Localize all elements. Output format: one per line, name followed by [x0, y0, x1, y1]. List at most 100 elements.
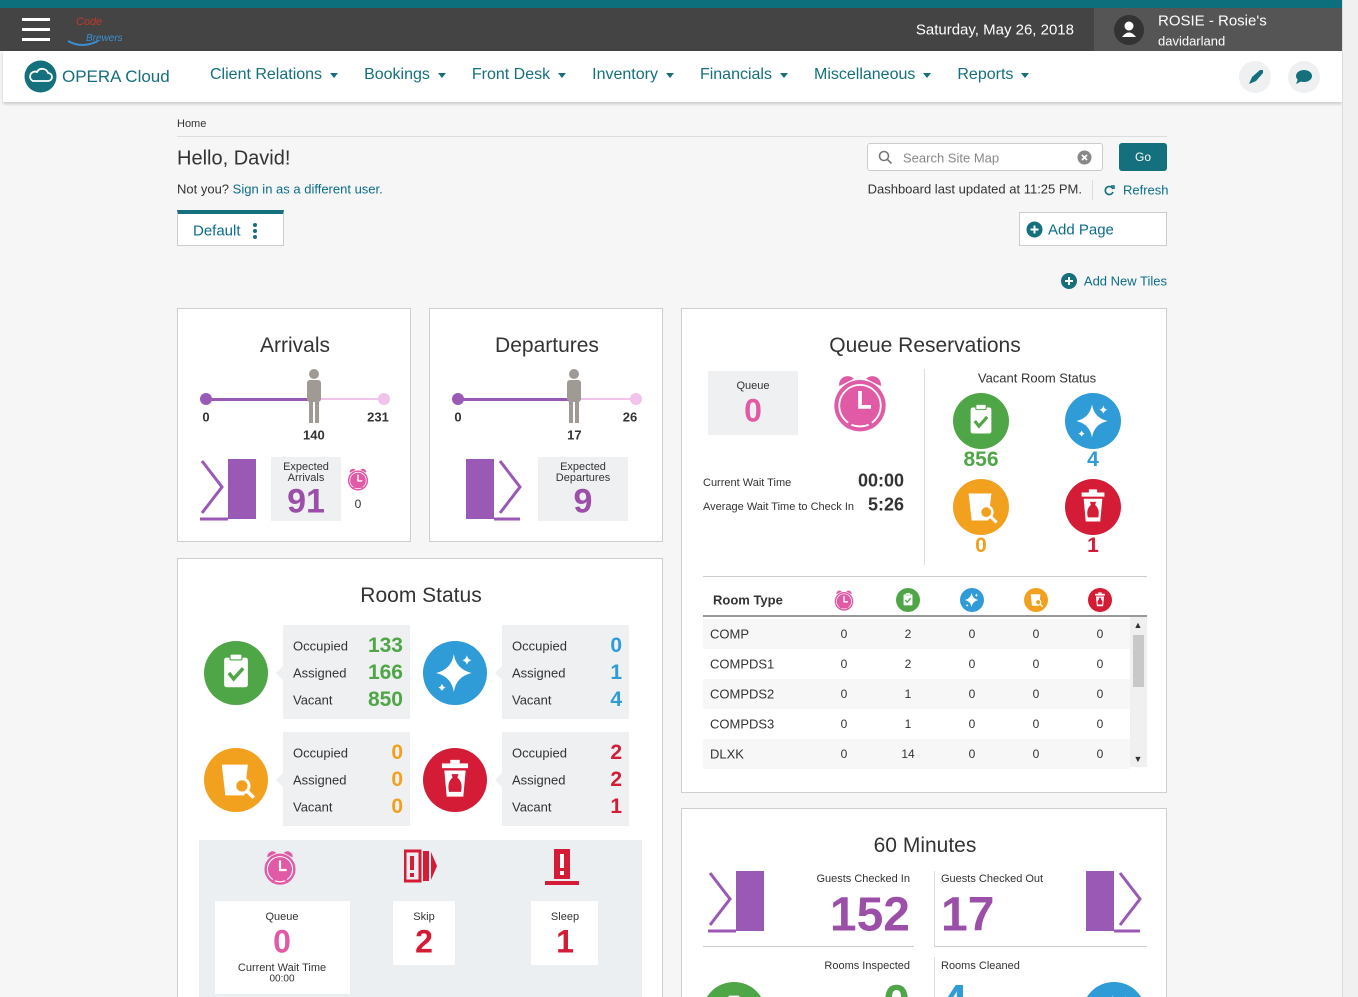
arrivals-tile[interactable]: Arrivals Expected Arrivals 91 0 0 231 140: [177, 308, 411, 542]
icon-svg: [264, 851, 296, 885]
user-block[interactable]: ROSIE - Rosie's davidarland: [1094, 8, 1342, 51]
add-page-button[interactable]: Add Page: [1019, 212, 1167, 246]
go-button[interactable]: Go: [1119, 143, 1167, 171]
expected-label: Expected Arrivals: [283, 461, 329, 484]
status-box: [502, 732, 629, 826]
cleaned-label: Rooms Cleaned: [941, 960, 1020, 972]
menu-button[interactable]: [22, 17, 50, 43]
slider-max-label: 231: [367, 409, 389, 425]
icon-svg: [466, 459, 522, 521]
search-box[interactable]: Search Site Map: [867, 143, 1103, 171]
tab-menu[interactable]: [252, 222, 258, 240]
scroll-down[interactable]: ▼: [1133, 754, 1143, 764]
sleep-card: [531, 901, 598, 965]
icon-rect: [466, 459, 494, 519]
breadcrumb[interactable]: Home: [177, 118, 207, 130]
wait-label: Current Wait Time: [703, 477, 792, 489]
icon-svg: [953, 479, 1009, 535]
nav-menu[interactable]: Bookings: [364, 66, 446, 84]
icon-path: [498, 460, 522, 514]
checked-in-label: Guests Checked In: [816, 873, 910, 885]
icon-star: [1082, 982, 1146, 997]
status-label: Assigned: [512, 665, 566, 681]
queue-value: 0: [744, 392, 762, 429]
queue-label: Queue: [736, 380, 770, 392]
table-cell: 0: [840, 627, 848, 641]
nav-menus: Client Relations Bookings Front Desk Invent…: [210, 66, 1030, 84]
icon-rect: [224, 657, 248, 688]
icon-circle: [308, 369, 319, 379]
icon-circle: [878, 150, 890, 162]
avg-wait-label: Average Wait Time to Check In: [703, 501, 855, 513]
icon-clock: [832, 588, 856, 612]
icon-path: [1097, 597, 1103, 605]
expected-value: 9: [573, 482, 593, 521]
sixty-minutes-tile[interactable]: 60 Minutes Guests Checked In 152 Guests …: [681, 808, 1167, 997]
table-row: [703, 649, 1130, 679]
icon-path: [1111, 185, 1115, 189]
icon-svg: [200, 459, 256, 521]
status-label: Assigned: [293, 772, 347, 788]
table-cell: 0: [1096, 657, 1104, 671]
icon-trash: [1088, 588, 1112, 612]
rule: [703, 946, 914, 947]
nav-menu[interactable]: Reports: [957, 66, 1030, 84]
icon-path: [886, 158, 892, 164]
vacant-value: 4: [1087, 448, 1099, 471]
table-cell: 0: [1032, 747, 1040, 761]
status-value: 0: [610, 634, 622, 657]
room-type: COMPDS3: [710, 716, 775, 732]
icon-rect: [1098, 592, 1102, 594]
door-icon: [198, 457, 258, 521]
sign-in-link[interactable]: Sign in as a different user.: [232, 181, 383, 197]
nav-menu[interactable]: Miscellaneous: [813, 66, 932, 84]
scroll-thumb[interactable]: [1133, 635, 1144, 687]
scrollbar[interactable]: [1342, 0, 1358, 997]
caret: [779, 72, 788, 78]
nav-menu[interactable]: Inventory: [592, 66, 674, 84]
tab-default[interactable]: Default: [177, 210, 284, 246]
caret: [923, 72, 932, 78]
nav-menu-label: Financials: [699, 66, 772, 83]
nav-bar: OPERA Cloud Client Relations Bookings Fron…: [3, 51, 1342, 102]
chat-button[interactable]: [1287, 60, 1321, 94]
icon-path: [245, 789, 256, 800]
icon-svg: [204, 641, 268, 705]
nav-menu[interactable]: Front Desk: [472, 66, 567, 84]
table-scrollbar[interactable]: ▲ ▼: [1130, 617, 1147, 767]
nav-menu[interactable]: Client Relations: [210, 66, 339, 84]
slider-max-label: 26: [622, 409, 638, 425]
tile-title: Room Status: [360, 584, 482, 607]
scroll-up[interactable]: ▲: [1133, 620, 1143, 630]
caret: [558, 72, 567, 78]
departures-tile[interactable]: Departures Expected Departures 9 0 26 17: [429, 308, 663, 542]
icon-circle: [836, 593, 852, 610]
tile-title: Queue Reservations: [829, 334, 1021, 357]
nav-menu[interactable]: Financials: [700, 66, 788, 84]
icon-svg: [1065, 393, 1121, 449]
icon-path: [431, 852, 437, 880]
refresh-link[interactable]: Refresh: [1123, 182, 1169, 198]
table-cell: 0: [1032, 657, 1040, 671]
add-tiles-link[interactable]: Add New Tiles: [1083, 273, 1167, 289]
icon-circle: [253, 229, 257, 233]
icon-svg: [953, 393, 1009, 449]
icon-svg: [896, 588, 920, 612]
icon-rect: [545, 881, 579, 885]
icon-rect: [1086, 871, 1114, 931]
queue-tile[interactable]: Queue Reservations Queue 0 Current Wait …: [681, 308, 1167, 793]
icon-svg: [567, 369, 582, 423]
room-status-tile[interactable]: Room Status Queue 0 Current Wait Time 00…: [177, 558, 663, 997]
wait-value: 00:00: [857, 470, 904, 491]
skip-label: Skip: [413, 911, 435, 923]
icon-check: [896, 588, 920, 612]
nav-menu-label: Miscellaneous: [813, 66, 916, 83]
table-cell: 0: [1096, 627, 1104, 641]
status-label: Vacant: [512, 799, 552, 815]
launch-button[interactable]: [1238, 60, 1272, 94]
status-value: 2: [610, 741, 622, 764]
search-icon: [878, 150, 892, 164]
clear-icon[interactable]: [1077, 150, 1092, 165]
icon-circle: [24, 60, 57, 93]
icon-rect: [423, 851, 429, 881]
